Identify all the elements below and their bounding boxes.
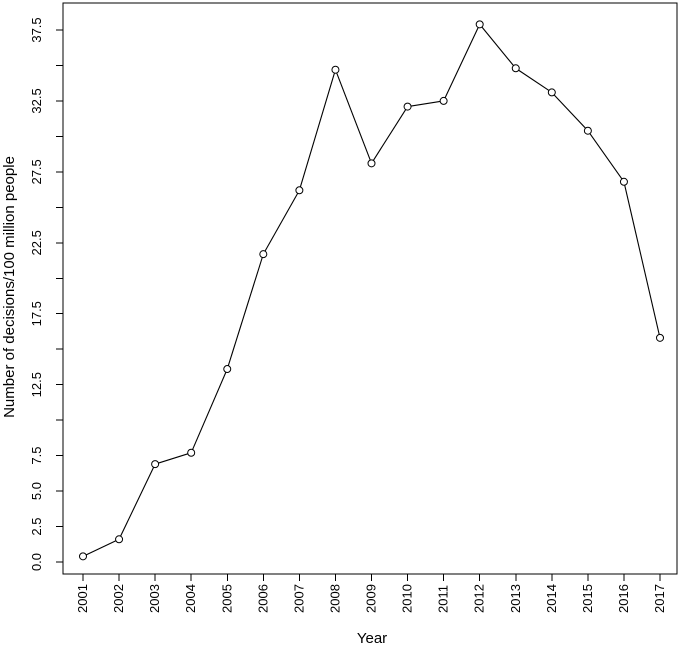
y-tick-label: 27.5 <box>29 159 44 184</box>
data-point-marker <box>583 126 592 135</box>
series-line-segment <box>481 26 514 66</box>
y-tick-label: 7.5 <box>29 447 44 465</box>
data-point-marker <box>439 96 448 105</box>
x-tick-label: 2004 <box>183 584 198 613</box>
series-line-segment <box>336 72 371 161</box>
data-point-marker <box>367 159 376 168</box>
data-point-marker <box>259 250 268 259</box>
series-line-segment <box>444 27 479 99</box>
data-point-marker <box>331 65 340 74</box>
data-point-marker <box>403 102 412 111</box>
x-tick-label: 2009 <box>364 584 379 613</box>
series-line-segment <box>120 467 155 537</box>
series-line-segment <box>410 100 441 107</box>
y-tick-label: 12.5 <box>29 372 44 397</box>
y-tick-label: 0.0 <box>29 553 44 571</box>
data-point-marker <box>295 186 304 195</box>
x-tick-label: 2008 <box>327 584 342 613</box>
y-tick-label: 22.5 <box>29 230 44 255</box>
x-tick-label: 2016 <box>616 584 631 613</box>
series-line-segment <box>624 185 660 335</box>
y-tick-label: 37.5 <box>29 17 44 42</box>
x-tick-label: 2017 <box>652 584 667 613</box>
data-point-marker <box>475 20 484 29</box>
x-tick-label: 2006 <box>255 584 270 613</box>
x-tick-label: 2003 <box>147 584 162 613</box>
label-layer: 2001 2002 2003 2004 2005 2006 2007 2008 2009 2010… <box>1 17 667 646</box>
data-point-marker <box>656 333 664 342</box>
data-point-marker <box>115 535 124 544</box>
x-tick-label: 2014 <box>544 584 559 613</box>
series-line-segment <box>553 94 586 129</box>
series-line-segment <box>589 133 623 180</box>
series-line-segment <box>192 372 227 450</box>
series-layer <box>79 20 664 561</box>
x-tick-label: 2001 <box>75 584 90 613</box>
series-line-segment <box>227 257 263 366</box>
y-axis-title: Number of decisions/100 million people <box>1 156 18 418</box>
x-tick-label: 2007 <box>291 584 306 613</box>
series-line-segment <box>264 193 299 252</box>
series-line-segment <box>372 109 407 161</box>
y-tick-label: 2.5 <box>29 517 44 535</box>
data-point-marker <box>619 177 628 186</box>
data-point-marker <box>187 448 196 457</box>
y-tick-label: 17.5 <box>29 301 44 326</box>
x-tick-label: 2005 <box>219 584 234 613</box>
y-tick-label: 5.0 <box>29 482 44 500</box>
x-tick-label: 2013 <box>508 584 523 613</box>
series-line-segment <box>85 540 117 556</box>
series-line-segment <box>158 453 189 464</box>
data-point-marker <box>511 64 520 73</box>
data-point-marker <box>151 460 160 469</box>
data-point-marker <box>79 552 87 561</box>
axes-layer <box>56 2 678 581</box>
x-axis-title: Year <box>357 630 387 646</box>
data-point-marker <box>547 88 556 97</box>
x-tick-label: 2011 <box>436 585 451 613</box>
plot-frame <box>62 2 678 575</box>
x-tick-label: 2010 <box>400 584 415 613</box>
x-tick-label: 2015 <box>580 584 595 613</box>
data-point-marker <box>223 365 232 374</box>
y-tick-label: 32.5 <box>29 88 44 113</box>
series-line-segment <box>299 72 335 188</box>
x-tick-label: 2012 <box>472 584 487 613</box>
series-line-segment <box>518 69 550 91</box>
x-tick-label: 2002 <box>111 584 126 613</box>
